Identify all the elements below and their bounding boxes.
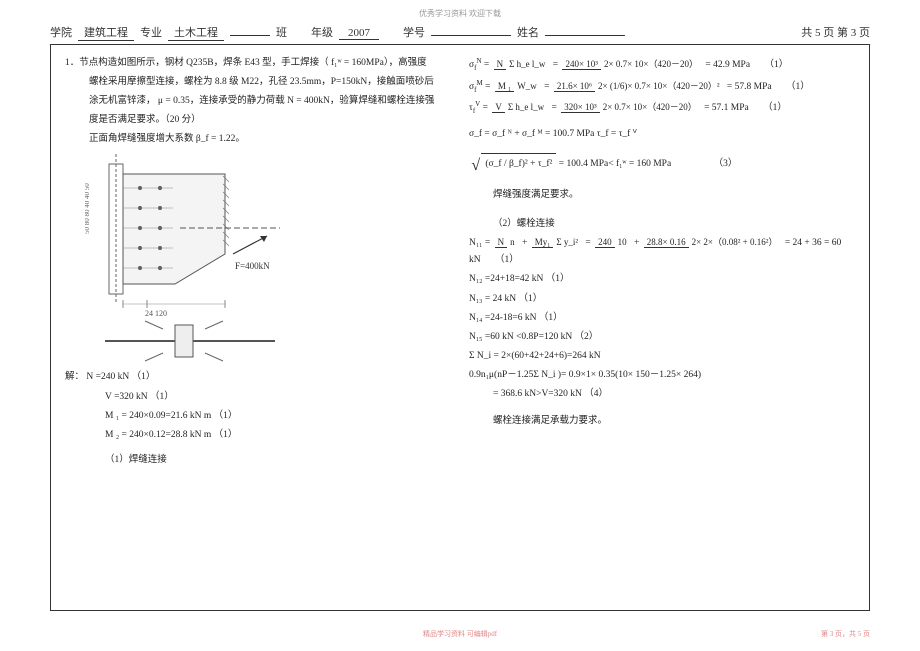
conclusion-bolt: 螺栓连接满足承载力要求。 [469,413,855,430]
label-name: 姓名 [517,24,539,40]
exam-page: 优秀学习资料 欢迎下载 学院 建筑工程 专业 土木工程 班 年级 2007 学号… [0,0,920,651]
label-grade: 年级 [311,24,333,40]
diagram-svg-top: F=400kN 50 80 80 40 40 50 24 120 [85,154,285,319]
sol-line-1: 解： N =240 kN （1） [65,369,451,386]
sqrt-box: (σ_f / β_f)² + τ_f² [481,153,556,175]
value-major: 土木工程 [168,24,224,41]
problem-text-5: 正面角焊缝强度增大系数 β_f = 1.22。 [65,131,451,148]
label-class: 班 [276,24,287,40]
problem-text-2: 螺栓采用摩擦型连接，螺栓为 8.8 级 M22，孔径 23.5mm，P=150k… [65,74,451,91]
eq-n13: N₁₃ = 24 kN （1） [469,291,855,308]
heading-bolt: （2）螺栓连接 [469,216,855,233]
eq-capacity-result: = 368.6 kN>V=320 kN （4） [469,386,855,403]
eq-n15: N₁₅ =60 kN <0.8P=120 kN （2） [469,329,855,346]
sol-line-4: M ₂ = 240×0.12=28.8 kN m （1） [65,427,451,444]
right-column: σfN = NΣ h_e l_w = 240× 10³2× 0.7× 10×（4… [469,55,855,600]
eq-sigma-m: σfM = M ₁W_w = 21.6× 10⁶2× (1/6)× 0.7× 1… [469,77,855,97]
value-college: 建筑工程 [78,24,134,41]
connection-diagram: F=400kN 50 80 80 40 40 50 24 120 [85,154,451,363]
label-studentid: 学号 [403,24,425,40]
footer-pagenum: 第 3 页，共 5 页 [821,629,870,639]
diagram-svg-section [85,319,285,363]
force-label: F=400kN [235,261,270,271]
value-class [230,35,270,36]
problem-text-3: 涂无机富锌漆， μ = 0.35，连接承受的静力荷载 N = 400kN，验算焊… [65,93,451,110]
page-header: 学院 建筑工程 专业 土木工程 班 年级 2007 学号 姓名 共 5 页 第 … [50,24,870,41]
sol-line-2: V =320 kN （1） [65,389,451,406]
eq-capacity: 0.9n₁μ(nP－1.25Σ N_i )= 0.9×1× 0.35(10× 1… [469,367,855,384]
eq-n14: N₁₄ =24-18=6 kN （1） [469,310,855,327]
sol-line-3: M ₁ = 240×0.09=21.6 kN m （1） [65,408,451,425]
value-studentid [431,35,511,36]
footer-watermark: 精品学习资料 可编辑pdf [423,629,497,639]
conclusion-weld: 焊缝强度满足要求。 [469,187,855,204]
eq-sigma-n: σfN = NΣ h_e l_w = 240× 10³2× 0.7× 10×（4… [469,55,855,75]
value-name [545,35,625,36]
problem-text-1: 1．节点构造如图所示，钢材 Q235B，焊条 E43 型，手工焊接（ f₁ʷ =… [65,55,451,72]
label-college: 学院 [50,24,72,40]
eq-n12: N₁₂ =24+18=42 kN （1） [469,271,855,288]
value-grade: 2007 [339,27,379,40]
top-watermark: 优秀学习资料 欢迎下载 [419,8,501,19]
eq-n11: N₁₁ = Nn + My₁Σ y_i² = 24010 + 28.8× 0.1… [469,235,855,269]
label-major: 专业 [140,24,162,40]
eq-sigma-sum: σ_f = σ_f ᴺ + σ_f ᴹ = 100.7 MPa τ_f = τ_… [469,126,855,143]
content-frame: 1．节点构造如图所示，钢材 Q235B，焊条 E43 型，手工焊接（ f₁ʷ =… [50,44,870,611]
problem-text-4: 度是否满足要求。（20 分） [65,112,451,129]
eq-check-sqrt: (σ_f / β_f)² + τ_f² = 100.4 MPa< f₁ʷ = 1… [469,153,855,175]
dim-horizontal: 24 120 [145,309,167,318]
sol-heading-weld: （1）焊缝连接 [65,452,451,469]
left-column: 1．节点构造如图所示，钢材 Q235B，焊条 E43 型，手工焊接（ f₁ʷ =… [65,55,451,600]
eq-sum-ni: Σ N_i = 2×(60+42+24+6)=264 kN [469,348,855,365]
page-count: 共 5 页 第 3 页 [801,24,870,40]
dim-vertical: 50 80 80 40 40 50 [85,183,91,234]
eq-tau-v: τfV = VΣ h_e l_w = 320× 10³2× 0.7× 10×（4… [469,98,855,118]
